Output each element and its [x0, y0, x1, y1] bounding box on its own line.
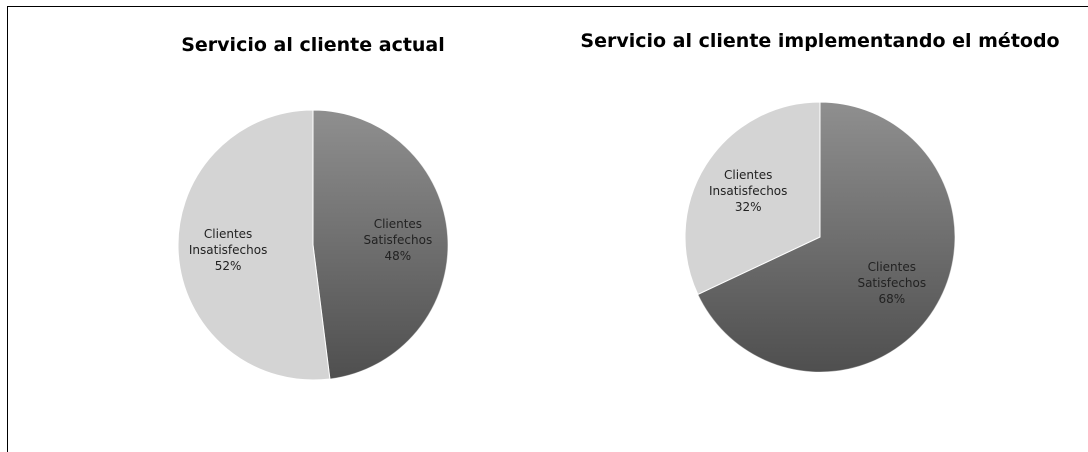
- chart-title: Servicio al cliente actual: [181, 34, 445, 56]
- label-category: Clientes Satisfechos: [857, 259, 927, 290]
- data-label: Clientes Insatisfechos 52%: [178, 226, 278, 274]
- label-category: Clientes Satisfechos: [363, 216, 433, 247]
- chart-title: Servicio al cliente implementando el mét…: [580, 30, 1060, 52]
- label-category: Clientes Insatisfechos: [188, 227, 268, 258]
- pie-slice: [684, 101, 821, 296]
- data-label: Clientes Satisfechos 48%: [348, 216, 448, 264]
- label-value: 52%: [214, 259, 242, 274]
- label-value: 32%: [734, 200, 762, 215]
- chart-frame: [7, 6, 1088, 452]
- label-category: Clientes Insatisfechos: [708, 168, 788, 199]
- label-value: 68%: [878, 291, 906, 306]
- pie-slice: [177, 109, 331, 381]
- label-value: 48%: [384, 248, 412, 263]
- data-label: Clientes Satisfechos 68%: [842, 259, 942, 307]
- data-label: Clientes Insatisfechos 32%: [698, 167, 798, 215]
